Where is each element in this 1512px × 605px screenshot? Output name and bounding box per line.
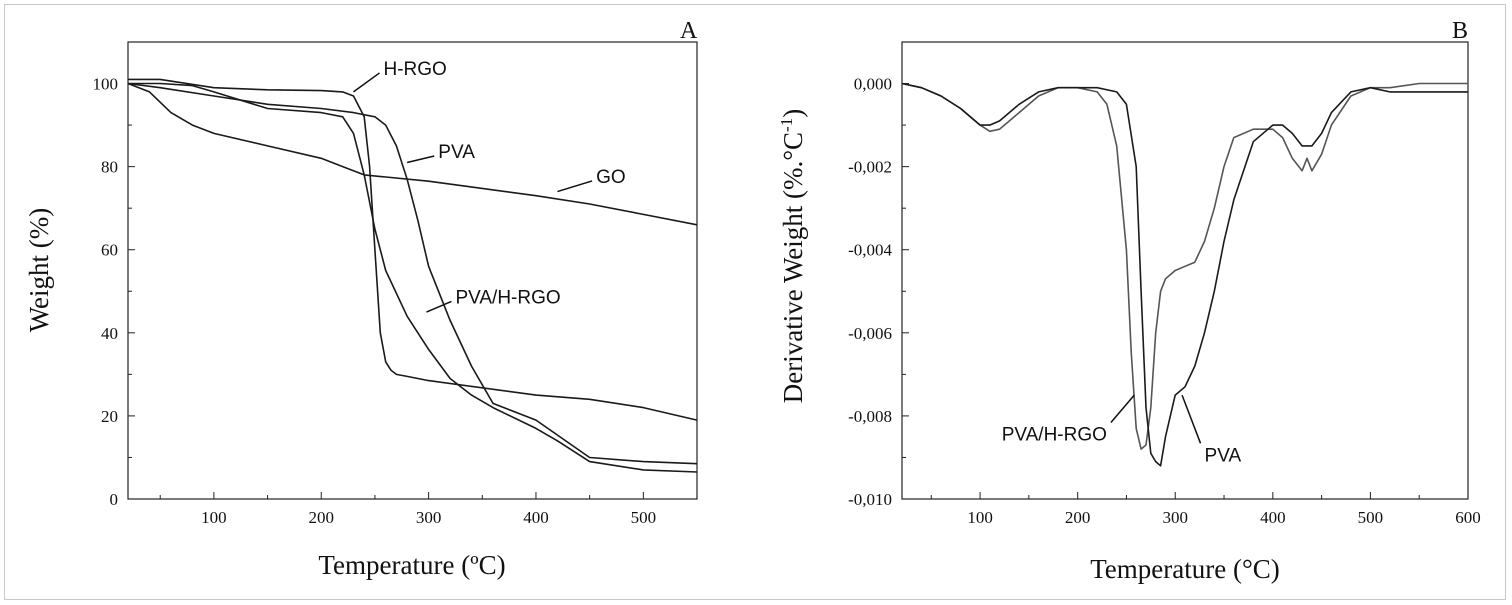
panel-a-annotation-leader-go bbox=[557, 180, 593, 193]
panel-b-x-axis-label: Temperature (°C) bbox=[1090, 554, 1280, 584]
panel-a-annotation-pva: PVA bbox=[438, 142, 475, 163]
panel-a-annotation-leader-pva bbox=[406, 155, 435, 164]
panel-a-x-axis-label: Temperature (ºC) bbox=[318, 550, 505, 580]
panel-b-y-tick-label: -0,006 bbox=[848, 324, 892, 343]
panel-b-y-tick-label: -0,004 bbox=[848, 241, 892, 260]
panel-b-x-tick-label: 300 bbox=[1162, 508, 1188, 527]
panel-a-annotation-h-rgo: H-RGO bbox=[384, 59, 447, 80]
panel-a-x-tick-label: 400 bbox=[523, 508, 549, 527]
panel-a-annotation-pva-h-rgo: PVA/H-RGO bbox=[455, 287, 560, 308]
panel-a-y-tick-label: 60 bbox=[101, 241, 118, 260]
panel-b-label: B bbox=[1452, 18, 1468, 44]
panel-b-y-axis-label-close: ) bbox=[778, 109, 808, 118]
panel-b-plot-frame bbox=[901, 41, 1469, 500]
panel-b-series-pva-h-rgo bbox=[901, 82, 1468, 450]
panel-a: A Temperature (ºC) Weight (%) bbox=[24, 18, 698, 580]
panel-b-series-pva bbox=[901, 82, 1468, 467]
panel-b-annotation-leader-pva bbox=[1181, 394, 1202, 444]
panel-a-plot-frame bbox=[127, 41, 698, 500]
panel-b-annotation-pva: PVA bbox=[1205, 445, 1242, 466]
panel-b-x-tick-label: 200 bbox=[1065, 508, 1091, 527]
panel-a-annotation-leader-pva-h-rgo bbox=[426, 300, 452, 313]
panel-a-y-tick-label: 100 bbox=[93, 75, 119, 94]
panel-a-plot: 100 200 300 400 500 0 20 40 60 80 100 H-RGO PVA GO PVA… bbox=[93, 41, 698, 527]
panel-a-y-tick-label: 0 bbox=[110, 490, 119, 509]
panel-a-y-tick-label: 80 bbox=[101, 158, 118, 177]
panel-b-annotation-leader-pva-h-rgo bbox=[1110, 394, 1135, 424]
panel-b-x-tick-label: 100 bbox=[967, 508, 993, 527]
panel-b-annotation-pva-h-rgo: PVA/H-RGO bbox=[1002, 425, 1107, 446]
panel-a-y-tick-label: 20 bbox=[101, 407, 118, 426]
panel-a-series-h-rgo bbox=[128, 78, 698, 421]
panel-b-plot: 100 200 300 400 500 600 0,000 -0,002 -0,004 -0,00… bbox=[848, 41, 1481, 527]
panel-a-x-tick-label: 100 bbox=[201, 508, 227, 527]
figure-frame bbox=[4, 4, 1506, 600]
panel-b-y-tick-label: -0,002 bbox=[848, 158, 892, 177]
panel-a-series-go bbox=[127, 82, 698, 226]
panel-a-x-tick-label: 500 bbox=[631, 508, 657, 527]
panel-b-x-tick-label: 500 bbox=[1358, 508, 1384, 527]
panel-a-y-axis-label: Weight (%) bbox=[24, 208, 54, 333]
panel-a-annotation-go: GO bbox=[596, 167, 626, 188]
panel-a-series-pva-h-rgo bbox=[128, 82, 698, 473]
panel-a-x-tick-label: 200 bbox=[308, 508, 334, 527]
panel-a-annotation-leader-h-rgo bbox=[353, 72, 380, 93]
panel-b: B Temperature (°C) Derivative Weight (%.… bbox=[777, 18, 1468, 584]
panel-b-y-axis-label-sup: -1 bbox=[777, 118, 796, 132]
panel-a-y-tick-label: 40 bbox=[101, 324, 118, 343]
panel-b-x-tick-label: 400 bbox=[1260, 508, 1286, 527]
panel-b-y-tick-label: -0,008 bbox=[848, 407, 892, 426]
panel-a-series-pva bbox=[127, 82, 698, 465]
panel-b-y-axis-label-main: Derivative Weight (%.°C bbox=[778, 132, 808, 403]
panel-b-y-axis-label: Derivative Weight (%.°C-1) bbox=[777, 109, 808, 403]
panel-b-y-tick-label: -0,010 bbox=[848, 490, 892, 509]
panel-a-x-tick-label: 300 bbox=[416, 508, 442, 527]
panel-a-label: A bbox=[680, 18, 698, 44]
panel-b-x-tick-label: 600 bbox=[1455, 508, 1481, 527]
panel-b-y-tick-label: 0,000 bbox=[854, 75, 892, 94]
